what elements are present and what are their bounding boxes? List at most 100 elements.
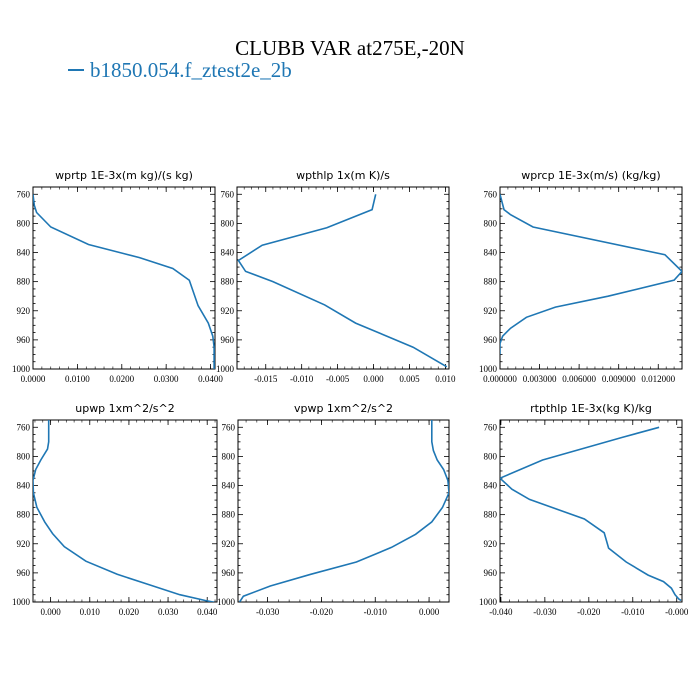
panel-2: wpthlp 1x(m K)/s -0.015 -0.010 -0.005 0.000 0… bbox=[216, 169, 456, 384]
x-tick-label: 0.012000 bbox=[641, 374, 675, 384]
y-tick-label: 760 bbox=[221, 189, 235, 199]
y-tick-label: 880 bbox=[17, 277, 31, 287]
y-tick-label: 960 bbox=[484, 568, 498, 578]
y-tick-label: 840 bbox=[484, 481, 498, 491]
x-tick-label: -0.020 bbox=[310, 607, 334, 617]
x-tick-label: -0.005 bbox=[326, 374, 350, 384]
x-tick-label: 0.0200 bbox=[109, 374, 134, 384]
y-tick-label: 800 bbox=[222, 451, 236, 461]
y-tick-label: 960 bbox=[221, 335, 235, 345]
series-line bbox=[500, 194, 682, 355]
x-tick-label: 0.0100 bbox=[65, 374, 90, 384]
y-tick-label: 880 bbox=[484, 510, 498, 520]
x-tick-label: 0.010 bbox=[80, 607, 101, 617]
plot-frame bbox=[32, 186, 216, 370]
panel-title: vpwp 1xm^2/s^2 bbox=[294, 402, 393, 415]
y-tick-label: 840 bbox=[221, 248, 235, 258]
x-tick-label: 0.040 bbox=[197, 607, 218, 617]
y-tick-label: 920 bbox=[222, 539, 236, 549]
x-tick-label: 0.006000 bbox=[562, 374, 596, 384]
x-tick-label: 0.000 bbox=[419, 607, 440, 617]
y-tick-label: 960 bbox=[17, 568, 31, 578]
plot-frame bbox=[236, 186, 450, 370]
x-tick-label: 0.010 bbox=[435, 374, 456, 384]
y-tick-label: 760 bbox=[484, 422, 498, 432]
x-tick-label: 0.000 bbox=[363, 374, 384, 384]
page-title: CLUBB VAR at275E,-20N bbox=[235, 36, 465, 60]
y-tick-label: 840 bbox=[484, 248, 498, 258]
plot-frame bbox=[237, 419, 450, 603]
panel-title: upwp 1xm^2/s^2 bbox=[75, 402, 175, 415]
x-tick-label: 0.009000 bbox=[602, 374, 636, 384]
y-tick-label: 880 bbox=[221, 277, 235, 287]
legend: b1850.054.f_ztest2e_2b bbox=[68, 58, 292, 83]
x-tick-label: -0.030 bbox=[256, 607, 280, 617]
x-tick-label: -0.030 bbox=[533, 607, 557, 617]
x-tick-label: 0.0300 bbox=[154, 374, 179, 384]
series-line bbox=[500, 426, 682, 602]
y-tick-label: 760 bbox=[17, 422, 31, 432]
x-tick-label: -0.010 bbox=[364, 607, 388, 617]
y-tick-label: 1000 bbox=[12, 597, 31, 607]
y-tick-label: 1000 bbox=[216, 364, 235, 374]
y-tick-label: 800 bbox=[484, 451, 498, 461]
y-tick-label: 880 bbox=[17, 510, 31, 520]
y-tick-label: 1000 bbox=[479, 364, 498, 374]
y-tick-label: 920 bbox=[484, 306, 498, 316]
series-line bbox=[33, 194, 215, 369]
panel-4: upwp 1xm^2/s^2 0.000 0.010 0.020 0.030 0.040 7… bbox=[12, 402, 218, 617]
y-tick-label: 960 bbox=[222, 568, 236, 578]
panel-3: wprcp 1E-3x(m/s) (kg/kg) 0.000000 0.003000… bbox=[479, 169, 683, 384]
y-tick-label: 1000 bbox=[479, 597, 498, 607]
y-tick-label: 920 bbox=[17, 539, 31, 549]
panel-title: wpthlp 1x(m K)/s bbox=[296, 169, 390, 182]
plot-frame bbox=[32, 419, 218, 603]
x-tick-label: 0.000 bbox=[40, 607, 61, 617]
x-tick-label: -0.010 bbox=[290, 374, 314, 384]
x-tick-label: 0.005 bbox=[399, 374, 420, 384]
x-tick-label: -0.010 bbox=[621, 607, 645, 617]
y-tick-label: 960 bbox=[17, 335, 31, 345]
legend-label: b1850.054.f_ztest2e_2b bbox=[90, 58, 292, 82]
panel-6: rtpthlp 1E-3x(kg K)/kg -0.040 -0.030 -0.020… bbox=[479, 402, 689, 617]
plot-frame bbox=[499, 419, 683, 603]
x-tick-label: -0.000 bbox=[665, 607, 689, 617]
x-tick-label: 0.003000 bbox=[523, 374, 557, 384]
y-tick-label: 760 bbox=[484, 189, 498, 199]
panel-title: wprtp 1E-3x(m kg)/(s kg) bbox=[55, 169, 193, 182]
y-tick-label: 920 bbox=[221, 306, 235, 316]
panel-title: wprcp 1E-3x(m/s) (kg/kg) bbox=[521, 169, 660, 182]
x-tick-label: 0.030 bbox=[158, 607, 179, 617]
y-tick-label: 1000 bbox=[217, 597, 236, 607]
legend-line-swatch bbox=[68, 69, 84, 72]
y-tick-label: 760 bbox=[17, 189, 31, 199]
y-tick-label: 760 bbox=[222, 422, 236, 432]
x-tick-label: -0.015 bbox=[254, 374, 278, 384]
y-tick-label: 800 bbox=[484, 218, 498, 228]
x-tick-label: 0.0400 bbox=[198, 374, 223, 384]
x-tick-label: -0.040 bbox=[489, 607, 513, 617]
x-tick-label: 0.020 bbox=[119, 607, 140, 617]
series-line bbox=[33, 420, 215, 602]
plot-frame bbox=[499, 186, 683, 370]
y-tick-label: 840 bbox=[17, 481, 31, 491]
series-line bbox=[238, 420, 449, 602]
x-tick-label: 0.0000 bbox=[21, 374, 46, 384]
y-tick-label: 800 bbox=[17, 218, 31, 228]
panel-title: rtpthlp 1E-3x(kg K)/kg bbox=[530, 402, 652, 415]
panel-5: vpwp 1xm^2/s^2 -0.030 -0.020 -0.010 0.000 760… bbox=[217, 402, 450, 617]
y-tick-label: 840 bbox=[17, 248, 31, 258]
x-tick-label: -0.020 bbox=[577, 607, 601, 617]
y-tick-label: 880 bbox=[222, 510, 236, 520]
y-tick-label: 1000 bbox=[12, 364, 31, 374]
y-tick-label: 800 bbox=[17, 451, 31, 461]
y-tick-label: 920 bbox=[17, 306, 31, 316]
series-line bbox=[237, 194, 448, 368]
y-tick-label: 840 bbox=[222, 481, 236, 491]
panel-1: wprtp 1E-3x(m kg)/(s kg) 0.0000 0.0100 0.02… bbox=[12, 169, 223, 384]
y-tick-label: 880 bbox=[484, 277, 498, 287]
y-tick-label: 960 bbox=[484, 335, 498, 345]
x-tick-label: 0.000000 bbox=[483, 374, 517, 384]
y-tick-label: 800 bbox=[221, 218, 235, 228]
